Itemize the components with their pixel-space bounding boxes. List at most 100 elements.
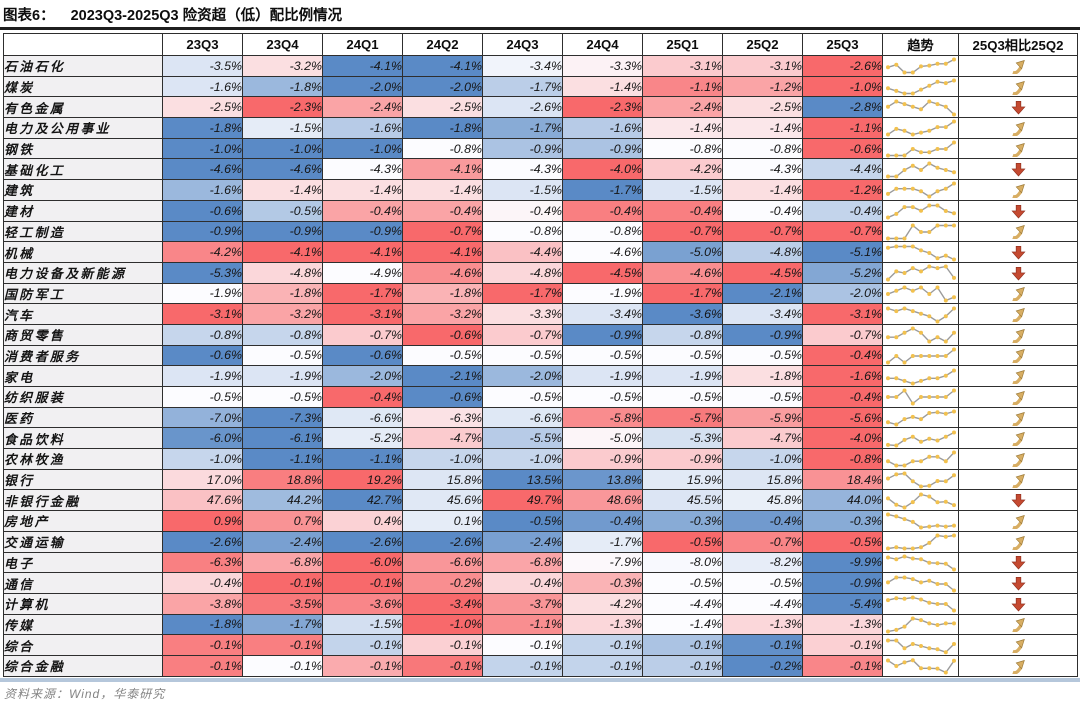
value-cell: -0.9% bbox=[642, 448, 723, 470]
value-cell: -4.6% bbox=[402, 261, 483, 284]
value-cell: -1.6% bbox=[562, 117, 643, 139]
value-cell: -2.5% bbox=[162, 96, 243, 119]
up-arrow-icon bbox=[1011, 349, 1025, 364]
value-cell: -6.8% bbox=[242, 551, 323, 574]
value-cell: -4.0% bbox=[802, 427, 883, 450]
trend-sparkline bbox=[885, 368, 956, 386]
change-cell bbox=[958, 323, 1078, 346]
value-cell: -3.2% bbox=[402, 303, 483, 325]
bottom-divider bbox=[0, 678, 1080, 682]
trend-cell bbox=[882, 386, 959, 408]
col-header-24q2: 24Q2 bbox=[402, 33, 483, 56]
down-arrow-icon bbox=[1010, 204, 1026, 219]
value-cell: -1.5% bbox=[482, 179, 563, 201]
change-cell bbox=[958, 158, 1078, 181]
change-cell bbox=[958, 55, 1078, 77]
table-row: 计算机 -3.8% -3.5% -3.6% -3.4% -3.7% -4.2% -4.4% -4… bbox=[3, 592, 1078, 615]
value-cell: -1.4% bbox=[722, 179, 803, 201]
value-cell: -0.5% bbox=[562, 386, 643, 408]
up-arrow-icon bbox=[1011, 225, 1025, 240]
value-cell: -1.4% bbox=[562, 75, 643, 98]
trend-sparkline bbox=[885, 119, 956, 137]
value-cell: -1.7% bbox=[482, 75, 563, 98]
trend-cell bbox=[882, 241, 959, 263]
value-cell: -6.3% bbox=[162, 551, 243, 574]
value-cell: -1.1% bbox=[322, 448, 403, 470]
value-cell: -3.4% bbox=[562, 303, 643, 325]
value-cell: -1.5% bbox=[322, 613, 403, 636]
value-cell: -0.4% bbox=[482, 199, 563, 222]
value-cell: -2.6% bbox=[802, 55, 883, 77]
value-cell: -4.4% bbox=[722, 592, 803, 615]
table-row: 综合 -0.1% -0.1% -0.1% -0.1% -0.1% -0.1% -0.1% -0.… bbox=[3, 634, 1078, 656]
value-cell: -1.0% bbox=[162, 137, 243, 160]
value-cell: -0.5% bbox=[402, 344, 483, 367]
change-cell bbox=[958, 386, 1078, 408]
trend-cell bbox=[882, 613, 959, 636]
value-cell: -7.3% bbox=[242, 406, 323, 429]
trend-sparkline bbox=[885, 595, 956, 613]
trend-cell bbox=[882, 510, 959, 532]
value-cell: -1.5% bbox=[242, 117, 323, 139]
value-cell: -0.4% bbox=[802, 199, 883, 222]
trend-sparkline bbox=[885, 161, 956, 179]
value-cell: -0.1% bbox=[322, 572, 403, 594]
down-arrow-icon bbox=[1010, 577, 1026, 591]
value-cell: -1.8% bbox=[162, 613, 243, 636]
table-row: 建筑 -1.6% -1.4% -1.4% -1.4% -1.5% -1.7% -1.5% -1.… bbox=[3, 179, 1078, 201]
change-cell bbox=[958, 220, 1078, 243]
value-cell: -0.5% bbox=[722, 344, 803, 367]
value-cell: -1.8% bbox=[402, 282, 483, 305]
table-header: 23Q3 23Q4 24Q1 24Q2 24Q3 24Q4 25Q1 25Q2 … bbox=[3, 33, 1078, 56]
header-row: 23Q3 23Q4 24Q1 24Q2 24Q3 24Q4 25Q1 25Q2 … bbox=[3, 33, 1078, 56]
row-label: 煤炭 bbox=[3, 75, 163, 98]
value-cell: -3.1% bbox=[642, 55, 723, 77]
value-cell: -1.0% bbox=[722, 448, 803, 470]
value-cell: -1.9% bbox=[162, 282, 243, 305]
value-cell: -0.5% bbox=[242, 344, 323, 367]
change-cell bbox=[958, 406, 1078, 429]
value-cell: -0.1% bbox=[642, 654, 723, 677]
value-cell: -1.2% bbox=[722, 75, 803, 98]
value-cell: 15.8% bbox=[402, 468, 483, 491]
change-cell bbox=[958, 654, 1078, 677]
trend-sparkline bbox=[885, 57, 956, 75]
trend-cell bbox=[882, 572, 959, 594]
trend-cell bbox=[882, 75, 959, 98]
value-cell: -3.4% bbox=[402, 592, 483, 615]
value-cell: -6.0% bbox=[162, 427, 243, 450]
table-row: 医药 -7.0% -7.3% -6.6% -6.3% -6.6% -5.8% -5.7% -5.… bbox=[3, 406, 1078, 429]
up-arrow-icon bbox=[1011, 121, 1025, 136]
figure-title: 图表6： 2023Q3-2025Q3 险资超（低）配比例情况 bbox=[3, 4, 342, 25]
trend-sparkline bbox=[885, 554, 956, 572]
value-cell: -1.2% bbox=[802, 179, 883, 201]
value-cell: 47.6% bbox=[162, 489, 243, 512]
value-cell: -5.5% bbox=[482, 427, 563, 450]
value-cell: -0.4% bbox=[162, 572, 243, 594]
value-cell: -3.6% bbox=[322, 592, 403, 615]
col-header-23q4: 23Q4 bbox=[242, 33, 323, 56]
table-row: 家电 -1.9% -1.9% -2.0% -2.1% -2.0% -1.9% -1.9% -1.… bbox=[3, 365, 1078, 387]
value-cell: -1.4% bbox=[642, 613, 723, 636]
value-cell: -3.5% bbox=[242, 592, 323, 615]
change-cell bbox=[958, 634, 1078, 656]
value-cell: -0.1% bbox=[402, 634, 483, 656]
value-cell: -0.7% bbox=[402, 220, 483, 243]
value-cell: -0.5% bbox=[562, 344, 643, 367]
trend-sparkline bbox=[885, 575, 956, 593]
value-cell: -2.6% bbox=[162, 530, 243, 553]
value-cell: -1.1% bbox=[802, 117, 883, 139]
value-cell: -7.9% bbox=[562, 551, 643, 574]
value-cell: -4.3% bbox=[722, 158, 803, 181]
value-cell: -3.4% bbox=[482, 55, 563, 77]
table-row: 消费者服务 -0.6% -0.5% -0.6% -0.5% -0.5% -0.5% -0.5%… bbox=[3, 344, 1078, 367]
value-cell: -4.5% bbox=[562, 261, 643, 284]
table-row: 非银行金融 47.6% 44.2% 42.7% 45.6% 49.7% 48.6% 45.5%… bbox=[3, 489, 1078, 512]
value-cell: -0.9% bbox=[162, 220, 243, 243]
value-cell: -2.3% bbox=[242, 96, 323, 119]
trend-sparkline bbox=[885, 244, 956, 262]
up-arrow-icon bbox=[1011, 287, 1025, 302]
value-cell: -0.5% bbox=[722, 572, 803, 594]
table-row: 电力及公用事业 -1.8% -1.5% -1.6% -1.8% -1.7% -1.6% -1.… bbox=[3, 117, 1078, 139]
